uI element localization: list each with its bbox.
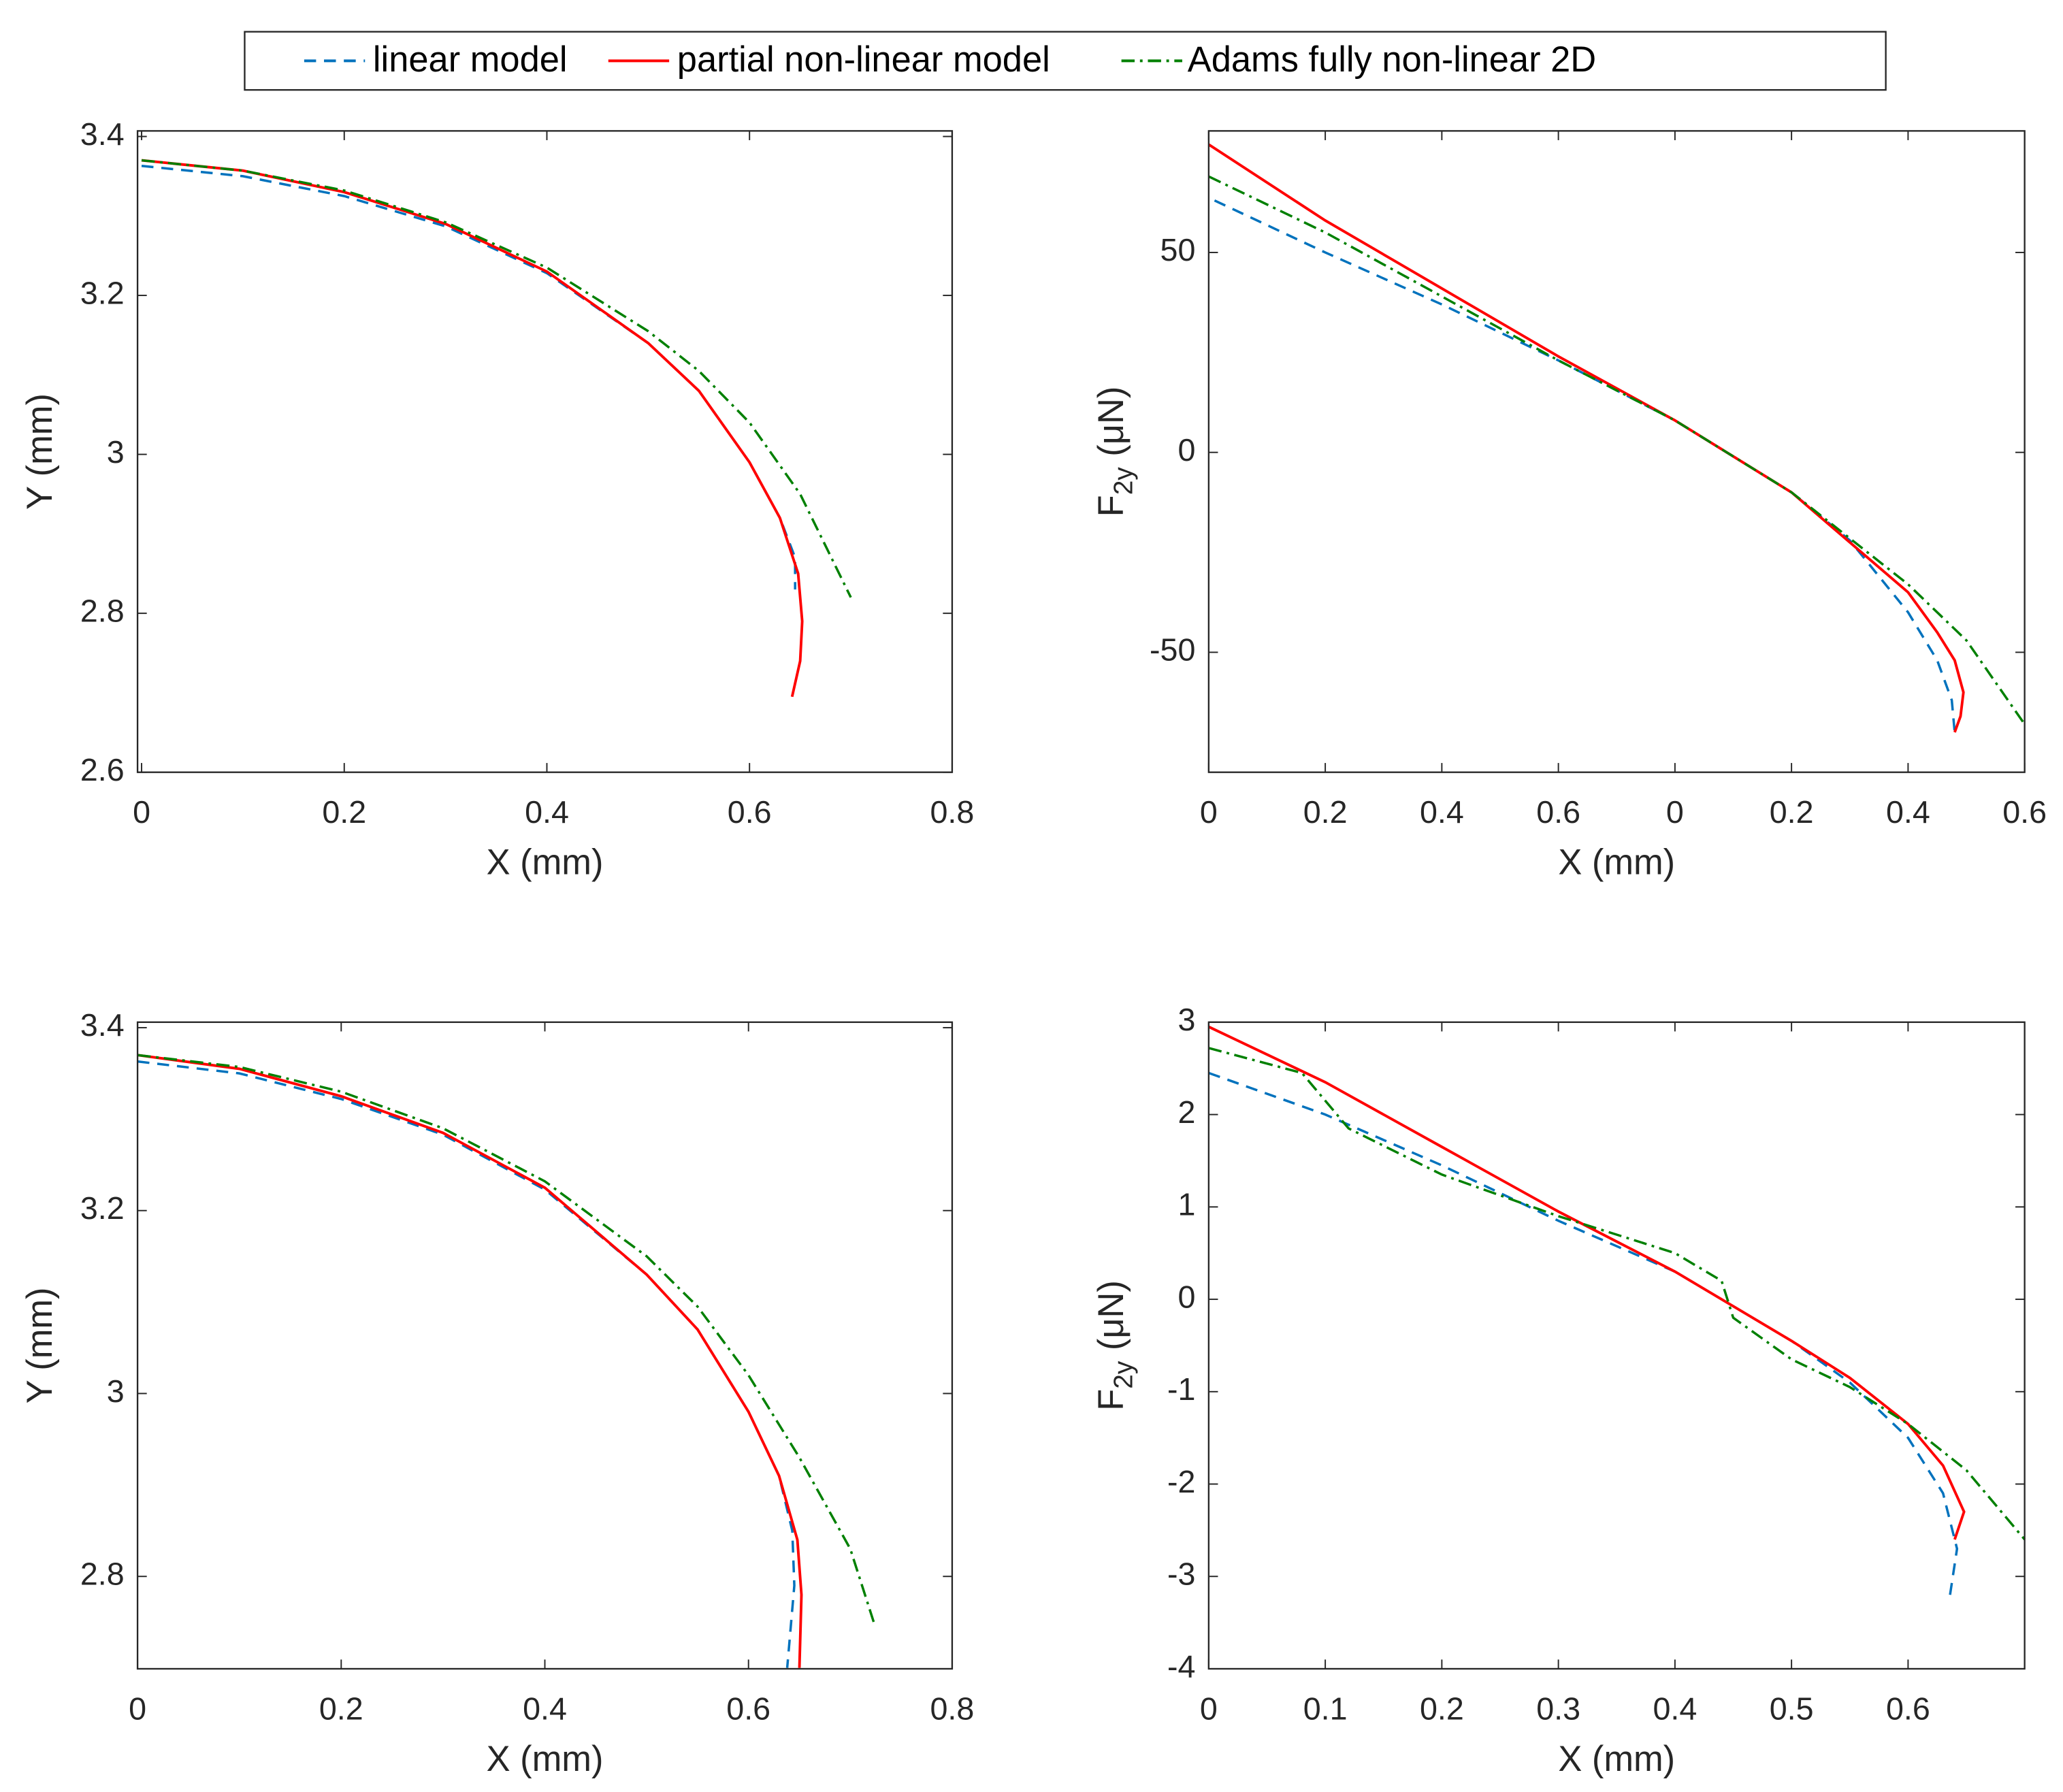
x-tick-label: 0 (133, 794, 150, 830)
series-line (1208, 1025, 1966, 1540)
y-tick-label: 3.2 (80, 275, 125, 310)
x-tick-label: 0 (1200, 1691, 1218, 1726)
x-axis-label: X (mm) (487, 843, 604, 883)
y-tick-label: 0 (1177, 1279, 1195, 1314)
series-line (1214, 199, 1956, 733)
axes-frame (136, 130, 954, 773)
y-tick-label: 1 (1177, 1187, 1195, 1222)
x-tick-label: 0.6 (728, 794, 772, 830)
y-tick-label: -2 (1167, 1464, 1195, 1499)
series-line (141, 159, 804, 698)
x-tick-label: 0.4 (1886, 794, 1930, 830)
x-tick-label: 0.3 (1536, 1691, 1580, 1726)
y-axis-label-sub: 2y (1109, 467, 1139, 495)
plot-area (137, 1022, 952, 1669)
axes-frame (1207, 130, 2026, 773)
x-tick-label: 0.2 (1420, 1691, 1464, 1726)
y-tick-label: 3.2 (80, 1190, 125, 1226)
series-line (137, 1054, 803, 1668)
y-tick-label: 3.4 (80, 1007, 125, 1043)
y-tick-label: -3 (1167, 1557, 1195, 1592)
y-tick-label: 0 (1177, 432, 1195, 468)
y-axis-label: F2y (μN) (1092, 1280, 1139, 1411)
x-tick-label: 0.2 (319, 1691, 363, 1726)
y-axis-label-unit: (μN) (1092, 1280, 1131, 1350)
y-axis-label-main: F (1092, 495, 1131, 517)
x-tick-label: 0.5 (1770, 1691, 1814, 1726)
x-tick-label: 0.4 (523, 1691, 567, 1726)
y-axis-label: Y (mm) (20, 393, 60, 510)
legend-box (244, 31, 1887, 91)
x-tick-label: 0.4 (1653, 1691, 1697, 1726)
y-axis-label: F2y (μN) (1092, 387, 1139, 517)
plot-area (137, 131, 952, 772)
y-axis-label-main: Y (mm) (20, 393, 60, 510)
y-tick-label: 3.4 (80, 116, 125, 152)
x-axis-label: X (mm) (487, 1740, 604, 1779)
x-tick-label: 0.6 (1536, 794, 1580, 830)
x-tick-label: 0 (129, 1691, 146, 1726)
y-tick-label: 50 (1160, 232, 1196, 267)
x-tick-label: 0.6 (1886, 1691, 1930, 1726)
y-tick-label: 2.6 (80, 752, 125, 787)
legend-label: Adams fully non-linear 2D (1188, 40, 1596, 80)
y-tick-label: 3 (107, 434, 125, 470)
y-tick-label: 2.8 (80, 1557, 125, 1592)
x-tick-label: 0 (1200, 794, 1218, 830)
x-tick-label: 0.4 (1420, 794, 1464, 830)
x-tick-label: 0.1 (1303, 1691, 1348, 1726)
y-tick-label: -1 (1167, 1371, 1195, 1407)
series-line (1208, 1047, 2026, 1541)
x-tick-label: 0.6 (726, 1691, 770, 1726)
y-axis-label: Y (mm) (20, 1287, 60, 1403)
series-line (141, 159, 852, 598)
y-axis-label-sub: 2y (1109, 1361, 1139, 1389)
series-line (1207, 143, 1965, 733)
y-tick-label: 3 (107, 1373, 125, 1409)
series-line (1208, 175, 2026, 726)
legend-label: linear model (373, 40, 568, 80)
axes-frame (1207, 1021, 2026, 1670)
y-axis-label-main: Y (mm) (20, 1287, 60, 1403)
y-tick-label: 2 (1177, 1094, 1195, 1130)
x-tick-label: 0.4 (525, 794, 569, 830)
y-tick-label: -50 (1150, 632, 1195, 668)
plot-area (1208, 1022, 2025, 1669)
x-axis-label: X (mm) (1558, 843, 1675, 883)
y-axis-label-main: F (1092, 1389, 1131, 1411)
plot-area (1208, 131, 2025, 772)
x-tick-label: 0.6 (2002, 794, 2047, 830)
x-tick-label: 0.2 (1303, 794, 1348, 830)
y-tick-label: 2.8 (80, 593, 125, 628)
x-axis-label: X (mm) (1558, 1740, 1675, 1779)
x-tick-label: 0.8 (930, 794, 975, 830)
x-tick-label: 0 (1666, 794, 1684, 830)
x-tick-label: 0.8 (930, 1691, 975, 1726)
axes-frame (136, 1021, 954, 1670)
y-tick-label: -4 (1167, 1648, 1195, 1684)
x-tick-label: 0.2 (322, 794, 366, 830)
y-axis-label-unit: (μN) (1092, 387, 1131, 457)
x-tick-label: 0.2 (1770, 794, 1814, 830)
y-tick-label: 3 (1177, 1002, 1195, 1037)
legend-label: partial non-linear model (677, 40, 1050, 80)
series-line (137, 1054, 875, 1623)
